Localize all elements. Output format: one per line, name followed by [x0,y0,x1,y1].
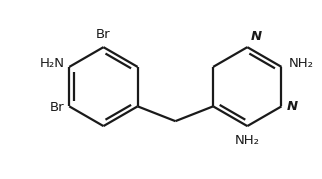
Text: Br: Br [96,28,111,41]
Text: N: N [251,30,262,43]
Text: H₂N: H₂N [39,57,64,70]
Text: NH₂: NH₂ [235,134,260,147]
Text: NH₂: NH₂ [289,57,314,70]
Text: N: N [287,100,298,113]
Text: Br: Br [50,101,64,115]
